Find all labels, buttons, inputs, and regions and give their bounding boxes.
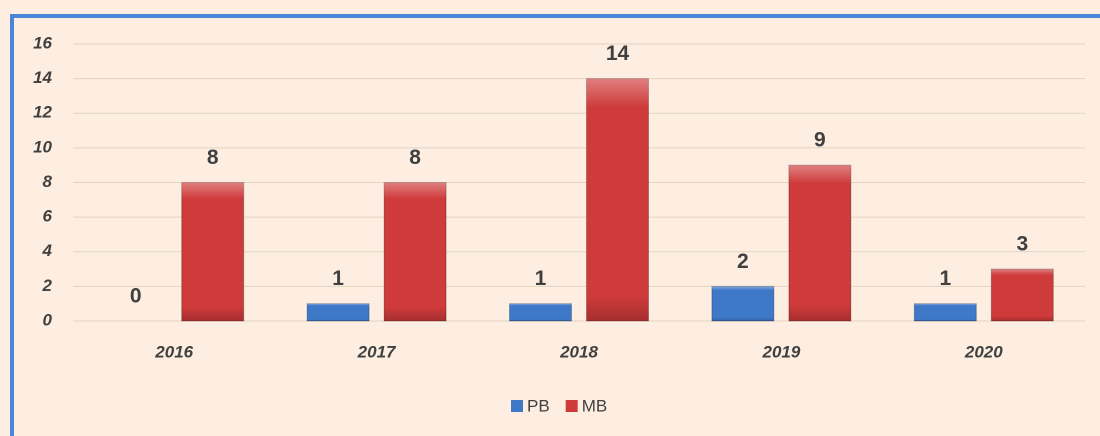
bar-shine <box>788 165 851 321</box>
bar-shine <box>914 303 977 321</box>
y-tick-label: 6 <box>43 207 53 226</box>
legend-swatch <box>565 400 578 412</box>
x-tick-label: 2016 <box>154 342 193 361</box>
bar-shine <box>711 286 774 321</box>
x-tick-label: 2020 <box>964 342 1003 361</box>
data-label: 0 <box>130 285 142 308</box>
bar-shine <box>586 78 649 321</box>
bar-shine <box>509 303 572 321</box>
y-tick-label: 0 <box>43 310 53 329</box>
data-label: 2 <box>737 250 749 273</box>
y-tick-label: 2 <box>42 276 53 295</box>
y-tick-label: 14 <box>33 68 52 87</box>
frame-left <box>10 14 14 436</box>
y-tick-label: 12 <box>33 103 52 122</box>
data-label: 1 <box>332 267 344 290</box>
y-tick-label: 10 <box>33 137 52 156</box>
data-label: 8 <box>207 146 219 169</box>
legend-swatch <box>511 400 523 412</box>
x-tick-label: 2019 <box>761 342 800 361</box>
y-tick-label: 16 <box>33 33 52 52</box>
data-label: 1 <box>939 267 951 290</box>
legend-label: PB <box>527 396 550 415</box>
legend-label: MB <box>582 396 608 415</box>
bar-shine <box>181 182 244 321</box>
x-tick-label: 2017 <box>357 342 397 361</box>
x-tick-label: 2018 <box>559 342 598 361</box>
data-label: 9 <box>814 129 826 152</box>
y-tick-label: 8 <box>43 172 53 191</box>
data-label: 8 <box>409 146 421 169</box>
frame-top <box>10 14 1100 18</box>
bar-shine <box>384 182 447 321</box>
data-label: 14 <box>606 42 630 65</box>
data-label: 3 <box>1016 233 1028 256</box>
y-tick-label: 4 <box>42 241 53 260</box>
bar-shine <box>307 303 370 321</box>
bar-shine <box>991 269 1054 321</box>
data-label: 1 <box>535 267 547 290</box>
